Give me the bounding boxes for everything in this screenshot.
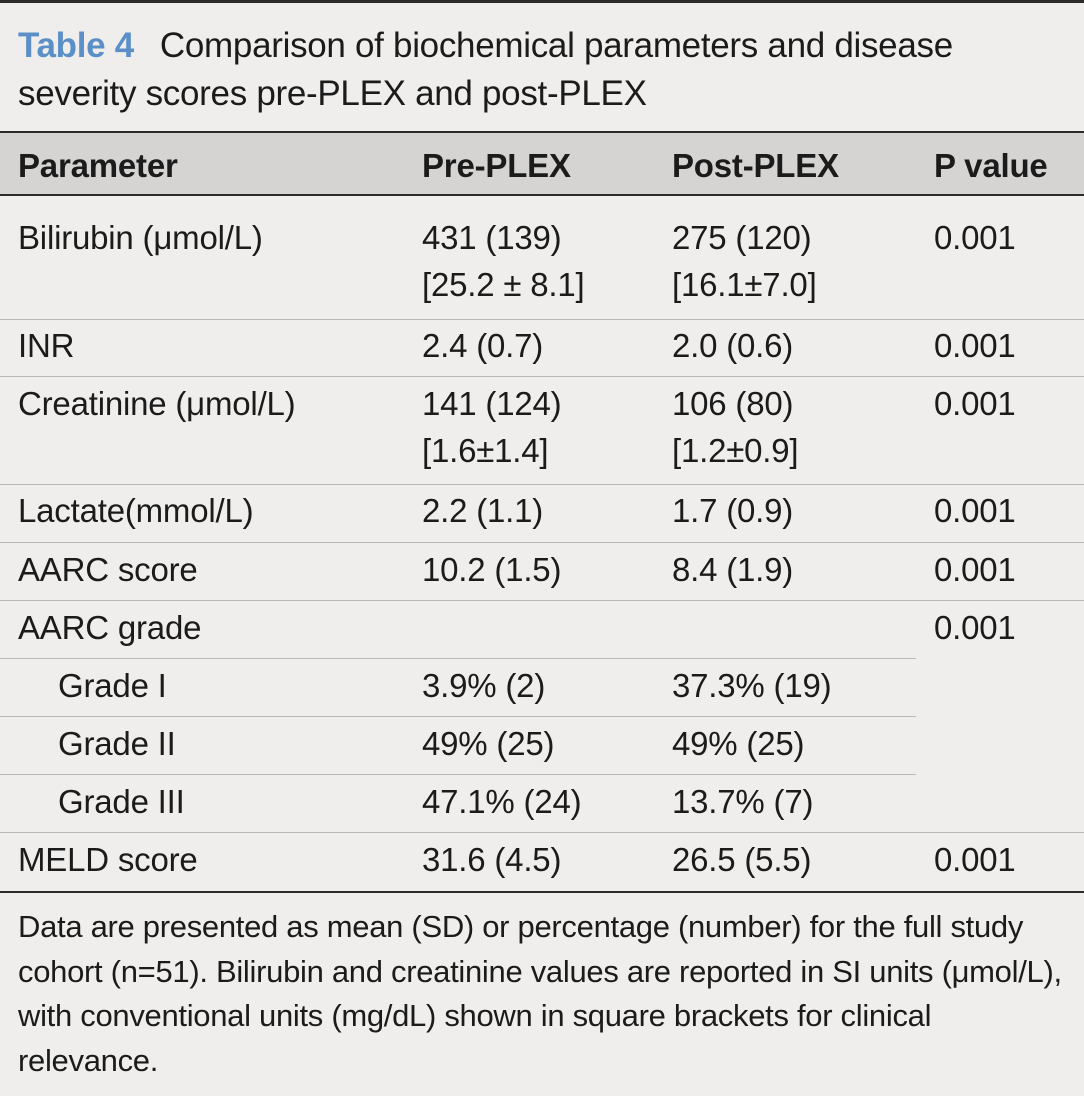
table-title: Comparison of biochemical parameters and… <box>18 26 953 113</box>
post-cell: 26.5 (5.5) <box>672 841 812 878</box>
p-value-cell: 0.001 <box>934 385 1016 422</box>
row-divider <box>0 774 916 775</box>
pre-cell: 31.6 (4.5) <box>422 841 562 878</box>
p-value-cell: 0.001 <box>934 327 1016 364</box>
p-value-cell: 0.001 <box>934 551 1016 588</box>
table-footnote: Data are presented as mean (SD) or perce… <box>18 909 1062 1078</box>
table-header: Parameter Pre-PLEX Post-PLEX P value <box>0 131 1084 196</box>
parameter-cell: Bilirubin (μmol/L) <box>18 219 263 256</box>
pre-cell: 2.2 (1.1) <box>422 492 544 529</box>
parameter-cell: AARC score <box>18 551 198 588</box>
parameter-cell: Grade II <box>58 725 176 762</box>
header-pre-plex: Pre-PLEX <box>422 147 571 184</box>
row-divider <box>0 832 1084 833</box>
top-border <box>0 0 1084 3</box>
table-caption: Table 4 Comparison of biochemical paramet… <box>18 22 1068 118</box>
p-value-cell: 0.001 <box>934 219 1016 256</box>
pre-cell: 3.9% (2) <box>422 667 546 704</box>
p-value-cell: 0.001 <box>934 609 1016 646</box>
table-bottom-border <box>0 891 1084 893</box>
row-divider <box>0 484 1084 485</box>
parameter-cell: Grade I <box>58 667 167 704</box>
parameter-cell: AARC grade <box>18 609 202 646</box>
row-divider <box>0 376 1084 377</box>
header-post-plex: Post-PLEX <box>672 147 839 184</box>
post-cell: 275 (120) <box>672 219 812 256</box>
p-value-cell: 0.001 <box>934 492 1016 529</box>
post-cell: 2.0 (0.6) <box>672 327 794 364</box>
parameter-cell: Creatinine (μmol/L) <box>18 385 296 422</box>
row-divider <box>0 600 1084 601</box>
row-divider <box>0 716 916 717</box>
pre-cell: 431 (139) <box>422 219 562 256</box>
parameter-cell: Lactate(mmol/L) <box>18 492 254 529</box>
parameter-cell: MELD score <box>18 841 198 878</box>
post-cell: 8.4 (1.9) <box>672 551 794 588</box>
p-value-cell: 0.001 <box>934 841 1016 878</box>
pre-cell-conventional: [25.2 ± 8.1] <box>422 266 585 303</box>
row-divider <box>0 319 1084 320</box>
row-divider <box>0 658 916 659</box>
post-cell-conventional: [16.1±7.0] <box>672 266 817 303</box>
header-parameter: Parameter <box>18 147 178 184</box>
post-cell: 13.7% (7) <box>672 783 814 820</box>
row-divider <box>0 542 1084 543</box>
post-cell: 37.3% (19) <box>672 667 832 704</box>
post-cell: 49% (25) <box>672 725 805 762</box>
post-cell: 106 (80) <box>672 385 794 422</box>
pre-cell: 141 (124) <box>422 385 562 422</box>
pre-cell-conventional: [1.6±1.4] <box>422 432 549 469</box>
header-p-value: P value <box>934 147 1048 184</box>
table-label: Table 4 <box>18 26 134 65</box>
pre-cell: 2.4 (0.7) <box>422 327 544 364</box>
pre-cell: 49% (25) <box>422 725 555 762</box>
parameter-cell: Grade III <box>58 783 185 820</box>
post-cell-conventional: [1.2±0.9] <box>672 432 799 469</box>
pre-cell: 47.1% (24) <box>422 783 582 820</box>
pre-cell: 10.2 (1.5) <box>422 551 562 588</box>
post-cell: 1.7 (0.9) <box>672 492 794 529</box>
parameter-cell: INR <box>18 327 75 364</box>
